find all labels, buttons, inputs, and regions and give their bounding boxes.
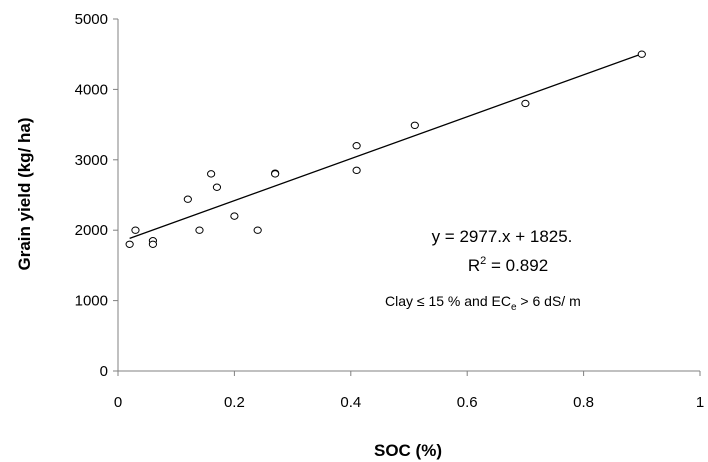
- condition-label: Clay ≤ 15 % and ECe > 6 dS/ m: [385, 293, 581, 313]
- data-point: [183, 195, 192, 203]
- data-point: [207, 170, 216, 178]
- data-points: [125, 50, 646, 248]
- x-tick-label: 0.2: [224, 394, 245, 411]
- x-tick-label: 0.8: [573, 394, 594, 411]
- data-point: [521, 99, 530, 108]
- x-tick-label: 0.6: [457, 394, 478, 411]
- data-point: [125, 240, 134, 248]
- y-tick-label: 0: [100, 363, 108, 380]
- data-point: [271, 170, 280, 178]
- data-point: [352, 166, 361, 175]
- y-tick-label: 1000: [75, 293, 108, 310]
- data-point: [148, 240, 158, 248]
- axes: [113, 18, 701, 376]
- y-tick-label: 3000: [75, 152, 108, 169]
- y-axis-title: Grain yield (kg/ ha): [15, 117, 34, 270]
- y-tick-label: 5000: [75, 11, 108, 28]
- data-point: [253, 226, 262, 234]
- x-axis-title: SOC (%): [374, 441, 442, 460]
- x-tick-label: 0.4: [340, 394, 361, 411]
- data-point: [212, 183, 222, 191]
- equation-label: y = 2977.x + 1825.: [432, 227, 573, 246]
- x-tick-label: 1: [696, 394, 704, 411]
- x-tick-label: 0: [114, 394, 122, 411]
- data-point: [131, 226, 140, 234]
- trendline-group: [129, 53, 643, 239]
- r-squared-label: R2 = 0.892: [468, 255, 548, 275]
- data-point: [410, 121, 419, 130]
- data-point: [230, 212, 239, 220]
- trendline: [129, 53, 643, 239]
- tick-labels: 0 1000 2000 3000 4000 5000 0 0.2 0.4 0.6 0.8 1: [75, 11, 705, 411]
- data-point: [352, 142, 361, 150]
- y-tick-label: 4000: [75, 81, 108, 98]
- data-point: [637, 50, 646, 58]
- y-tick-label: 2000: [75, 222, 108, 239]
- data-point: [195, 226, 204, 234]
